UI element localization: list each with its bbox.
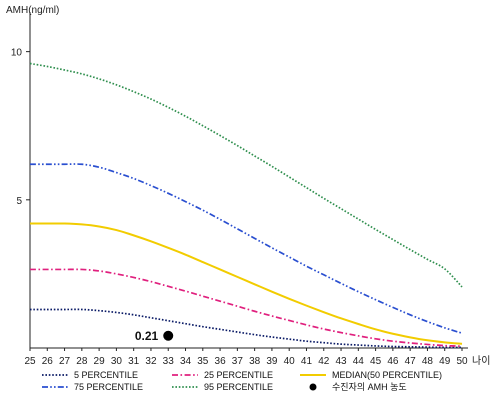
patient-marker [163,330,174,341]
x-tick-label: 38 [249,356,261,367]
axes-layer: AMH(ng/ml) 5 10 25 26 27 28 29 30 31 32 33 34 35 36 37 3… [6,5,490,367]
y-axis-title: AMH(ng/ml) [6,5,59,16]
x-tick-label: 48 [422,356,434,367]
x-tick-label: 34 [180,356,192,367]
x-tick-label: 41 [301,356,313,367]
legend-label: 95 PERCENTILE [204,382,273,392]
x-tick-label: 46 [387,356,399,367]
x-tick-label: 31 [128,356,140,367]
legend-label: MEDIAN(50 PERCENTILE) [332,370,442,380]
series-line-75-percentile [30,163,463,334]
x-tick-label: 30 [111,356,123,367]
x-tick-label: 25 [24,356,36,367]
series-line-median-50-percentile [29,222,463,345]
x-tick-label: 45 [370,356,382,367]
x-tick-label: 40 [284,356,296,367]
series-line-5-percentile [30,308,463,349]
y-tick-label: 5 [16,196,22,207]
x-tick-label: 49 [439,356,451,367]
series-line-25-percentile [29,268,463,348]
x-tick-label: 36 [215,356,227,367]
patient-value-label: 0.21 [135,329,159,343]
x-tick-label: 44 [353,356,365,367]
x-tick-label: 28 [76,356,88,367]
x-tick-label: 43 [335,356,347,367]
legend-label: 75 PERCENTILE [74,382,143,392]
x-tick-label: 33 [163,356,175,367]
x-tick-label: 50 [456,356,468,367]
x-tick-label: 47 [405,356,417,367]
x-tick-label: 26 [42,356,54,367]
x-tick-label: 27 [59,356,71,367]
series-line-95-percentile [29,62,463,288]
x-tick-label: 35 [197,356,209,367]
legend-label: 25 PERCENTILE [204,370,273,380]
legend-label: 수진자의 AMH 농도 [332,382,407,392]
legend-swatch-patient [309,383,317,391]
patient-layer: 0.21 [135,329,174,343]
x-tick-label: 39 [266,356,278,367]
x-tick-label: 37 [232,356,244,367]
y-tick-label: 10 [11,48,23,59]
x-axis-title: 나이 [472,355,490,367]
series-layer [29,62,463,349]
legend-label: 5 PERCENTILE [74,370,138,380]
x-tick-label: 32 [145,356,157,367]
x-tick-label: 29 [94,356,106,367]
legend: 5 PERCENTILE 75 PERCENTILE 25 PERCENTILE 95… [42,370,442,392]
x-tick-label: 42 [318,356,330,367]
